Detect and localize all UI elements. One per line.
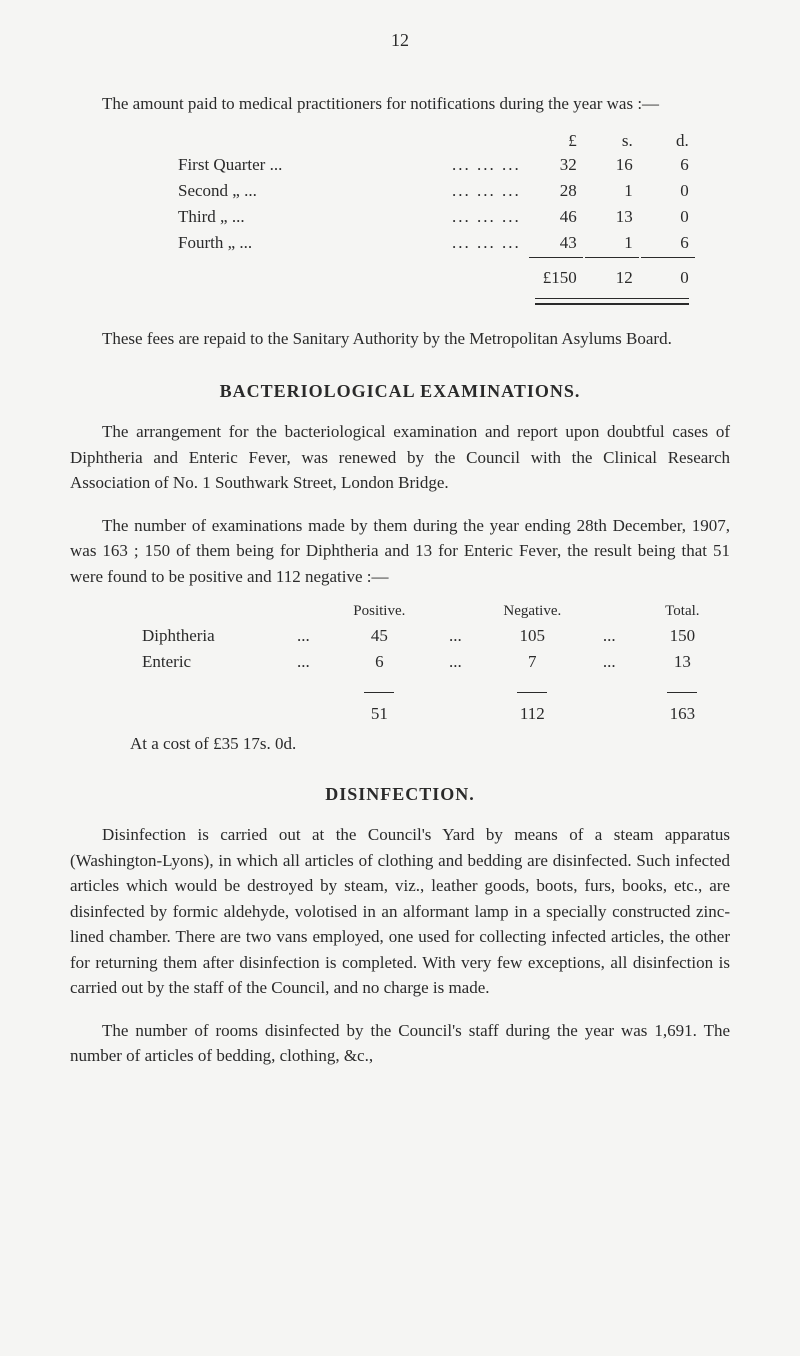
table-row: First Quarter ... ... ... ... 32 16 6 xyxy=(172,153,695,177)
pence-header: d. xyxy=(641,129,695,151)
total-value: 150 xyxy=(637,624,728,648)
dots: ... ... ... xyxy=(446,231,527,255)
quarter-shilling: 13 xyxy=(585,205,639,229)
total-value: 13 xyxy=(637,650,728,674)
page-container: 12 The amount paid to medical practition… xyxy=(0,0,800,1119)
double-rule xyxy=(535,298,689,305)
quarter-label: Fourth „ ... xyxy=(172,231,444,255)
dots: ... xyxy=(278,624,329,648)
exam-row-label: Enteric xyxy=(132,650,276,674)
quarter-pound: 28 xyxy=(529,179,583,203)
rule xyxy=(517,692,547,693)
double-rule-row xyxy=(172,292,695,307)
quarter-label: Third „ ... xyxy=(172,205,444,229)
shilling-header: s. xyxy=(585,129,639,151)
negative-value: 105 xyxy=(483,624,582,648)
cost-line: At a cost of £35 17s. 0d. xyxy=(130,734,730,754)
pound-header: £ xyxy=(529,129,583,151)
negative-total: 112 xyxy=(483,702,582,726)
bact-paragraph-2: The number of examinations made by them … xyxy=(70,513,730,590)
table-row: Fourth „ ... ... ... ... 43 1 6 xyxy=(172,231,695,255)
total-total: 163 xyxy=(637,702,728,726)
bact-paragraph-1: The arrangement for the bacteriological … xyxy=(70,419,730,496)
negative-header: Negative. xyxy=(483,601,582,622)
quarter-label: First Quarter ... xyxy=(172,153,444,177)
quarter-pound: 46 xyxy=(529,205,583,229)
quarter-pence: 0 xyxy=(641,205,695,229)
dots: ... ... ... xyxy=(446,179,527,203)
dots: ... ... ... xyxy=(446,205,527,229)
table-row: Enteric ... 6 ... 7 ... 13 xyxy=(132,650,728,674)
disinfection-paragraph-2: The number of rooms disinfected by the C… xyxy=(70,1018,730,1069)
table-row: Diphtheria ... 45 ... 105 ... 150 xyxy=(132,624,728,648)
disinfection-paragraph-1: Disinfection is carried out at the Counc… xyxy=(70,822,730,1001)
quarters-total-row: £150 12 0 xyxy=(172,257,695,290)
positive-value: 45 xyxy=(331,624,428,648)
page-number: 12 xyxy=(70,30,730,51)
quarter-pence: 6 xyxy=(641,153,695,177)
quarter-shilling: 1 xyxy=(585,231,639,255)
dots: ... xyxy=(278,650,329,674)
quarters-table: £ s. d. First Quarter ... ... ... ... 32… xyxy=(170,127,697,309)
quarter-label: Second „ ... xyxy=(172,179,444,203)
exam-header-row: Positive. Negative. Total. xyxy=(132,601,728,622)
quarter-pence: 6 xyxy=(641,231,695,255)
rule xyxy=(667,692,697,693)
total-header: Total. xyxy=(637,601,728,622)
dots: ... xyxy=(584,650,635,674)
quarter-pound: 32 xyxy=(529,153,583,177)
examinations-table: Positive. Negative. Total. Diphtheria ..… xyxy=(130,599,730,728)
intro-paragraph: The amount paid to medical practitioners… xyxy=(70,91,730,117)
dots: ... ... ... xyxy=(446,153,527,177)
positive-total: 51 xyxy=(331,702,428,726)
quarter-shilling: 1 xyxy=(585,179,639,203)
fees-paragraph: These fees are repaid to the Sanitary Au… xyxy=(70,326,730,352)
total-pence: 0 xyxy=(641,257,695,290)
bacteriological-heading: BACTERIOLOGICAL EXAMINATIONS. xyxy=(70,381,730,402)
dots: ... xyxy=(430,624,481,648)
positive-header: Positive. xyxy=(331,601,428,622)
exam-row-label: Diphtheria xyxy=(132,624,276,648)
total-pound: £150 xyxy=(529,257,583,290)
rule xyxy=(364,692,394,693)
table-row: Third „ ... ... ... ... 46 13 0 xyxy=(172,205,695,229)
total-shilling: 12 xyxy=(585,257,639,290)
dots: ... xyxy=(430,650,481,674)
negative-value: 7 xyxy=(483,650,582,674)
quarters-header-row: £ s. d. xyxy=(172,129,695,151)
table-row: Second „ ... ... ... ... 28 1 0 xyxy=(172,179,695,203)
quarter-shilling: 16 xyxy=(585,153,639,177)
disinfection-heading: DISINFECTION. xyxy=(70,784,730,805)
quarter-pound: 43 xyxy=(529,231,583,255)
exam-rule-row xyxy=(132,676,728,700)
exam-total-row: 51 112 163 xyxy=(132,702,728,726)
dots: ... xyxy=(584,624,635,648)
positive-value: 6 xyxy=(331,650,428,674)
quarter-pence: 0 xyxy=(641,179,695,203)
